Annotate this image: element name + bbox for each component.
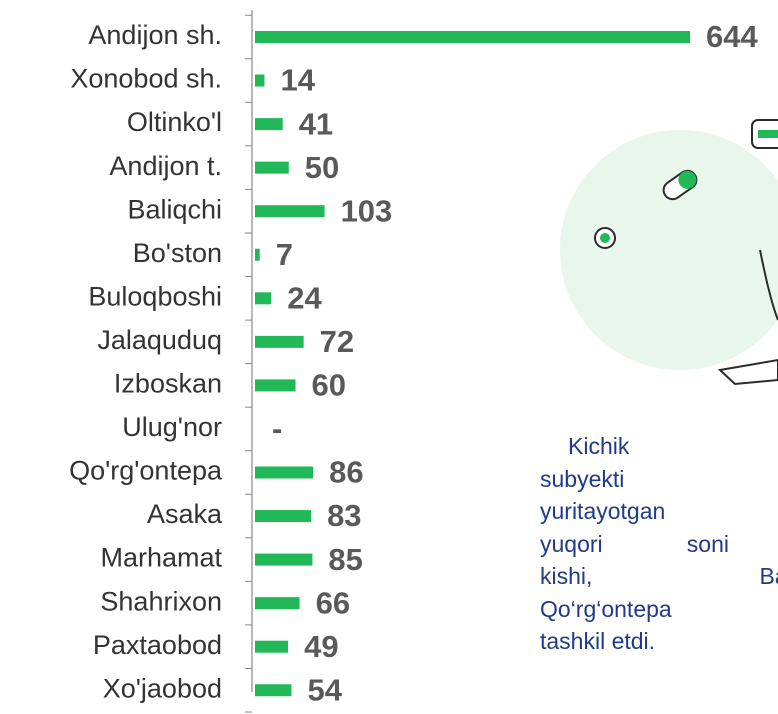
bar	[255, 161, 289, 174]
value-label: 54	[307, 672, 342, 707]
category-label: Ulug'nor	[122, 412, 222, 442]
value-label: 83	[327, 498, 361, 533]
value-label: 60	[312, 368, 346, 403]
text-line: tashkil etdi.	[540, 628, 656, 654]
value-label: 86	[329, 455, 363, 490]
category-label: Bo'ston	[133, 238, 222, 268]
bar	[255, 335, 304, 348]
category-label: Shahrixon	[100, 586, 222, 616]
category-label: Jalaquduq	[97, 325, 222, 355]
category-label: Andijon sh.	[88, 20, 222, 50]
bar	[255, 205, 325, 218]
text-line: kishi, Baliqchi	[540, 563, 778, 589]
bar	[255, 31, 690, 43]
value-label: 49	[304, 629, 338, 664]
value-label: 50	[305, 150, 339, 185]
bar	[255, 510, 312, 523]
bar	[255, 248, 260, 261]
value-label: 24	[287, 280, 322, 315]
value-label: 41	[299, 106, 333, 141]
bar	[255, 553, 313, 566]
category-label: Asaka	[147, 499, 223, 529]
value-label: 72	[320, 324, 354, 359]
text-line: yuritayotgan	[540, 498, 666, 524]
value-label: 7	[276, 237, 293, 272]
category-label: Qo'rg'ontepa	[69, 456, 223, 486]
paragraph: Kichik tad subyekti s yuritayotgan yuqori s…	[540, 430, 778, 658]
category-label: Buloqboshi	[88, 281, 222, 311]
text-line: Kichik tad	[568, 433, 778, 459]
bar	[255, 74, 265, 87]
value-label: 85	[328, 542, 362, 577]
category-label: Oltinko'l	[127, 107, 222, 137]
category-label: Xo'jaobod	[103, 673, 222, 703]
text-line: subyekti s	[540, 465, 778, 492]
value-label: 644	[706, 19, 758, 54]
value-label: 103	[341, 193, 393, 228]
category-label: Andijon t.	[109, 151, 222, 181]
bar	[255, 379, 296, 392]
bar	[255, 466, 314, 479]
illustration	[560, 119, 778, 386]
bar	[255, 640, 289, 653]
value-label: 14	[280, 63, 315, 98]
category-label: Baliqchi	[127, 194, 222, 224]
value-label: -	[272, 411, 282, 446]
category-label: Paxtaobod	[93, 630, 222, 660]
text-line: yuqori soni An	[540, 530, 778, 557]
category-label: Marhamat	[100, 543, 222, 573]
bar	[255, 684, 292, 697]
value-label: 66	[316, 585, 350, 620]
bar	[255, 292, 272, 305]
category-label: Xonobod sh.	[70, 64, 222, 94]
category-label: Izboskan	[114, 369, 222, 399]
bar	[255, 118, 283, 131]
text-line: Qo‘rg‘ontepa tu	[540, 595, 778, 622]
bar	[255, 597, 300, 610]
